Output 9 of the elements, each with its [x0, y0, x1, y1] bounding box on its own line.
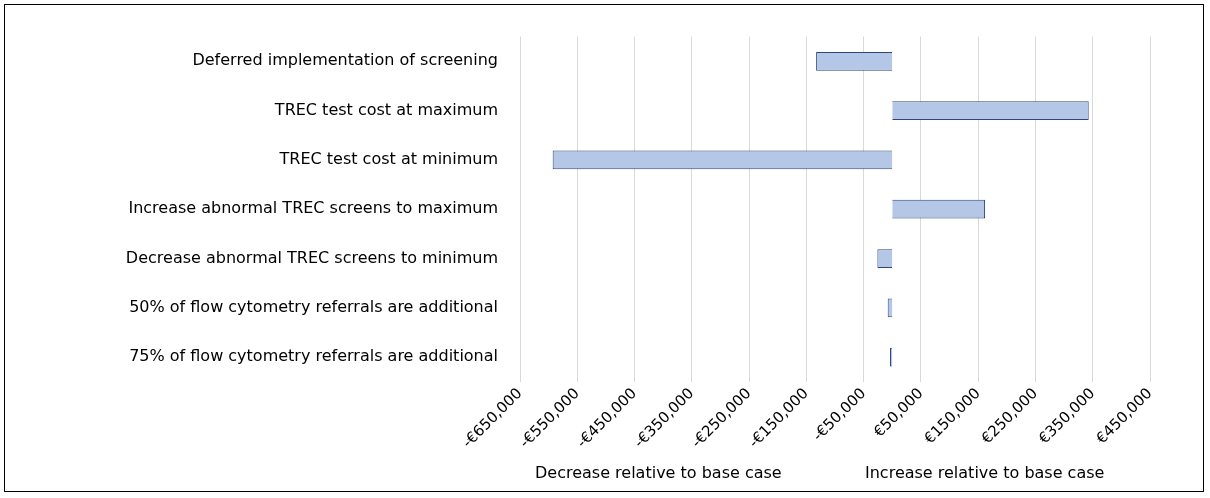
- y-tick-label: 50% of flow cytometry referrals are additional: [129, 297, 498, 317]
- y-tick-label: Decrease abnormal TREC screens to minimum: [125, 247, 498, 267]
- y-tick-label: Increase abnormal TREC screens to maximum: [128, 198, 498, 218]
- y-tick-label: Deferred implementation of screening: [192, 50, 498, 70]
- y-tick-label: TREC test cost at maximum: [273, 99, 498, 119]
- y-tick-label: TREC test cost at minimum: [278, 149, 498, 169]
- y-tick-label: 75% of flow cytometry referrals are additional: [129, 346, 498, 366]
- text: Decrease relative to base case: [535, 463, 782, 482]
- text: Increase relative to base case: [865, 463, 1105, 482]
